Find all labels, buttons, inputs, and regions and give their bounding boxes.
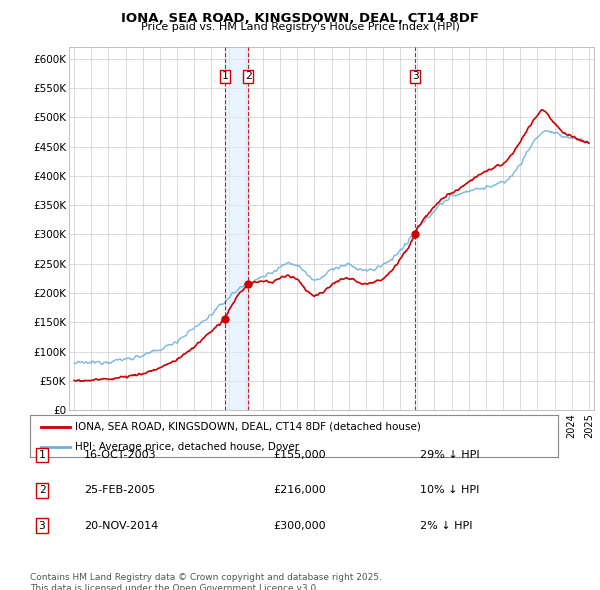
Text: 29% ↓ HPI: 29% ↓ HPI (420, 450, 479, 460)
Text: IONA, SEA ROAD, KINGSDOWN, DEAL, CT14 8DF: IONA, SEA ROAD, KINGSDOWN, DEAL, CT14 8D… (121, 12, 479, 25)
Text: 2: 2 (245, 71, 251, 81)
Text: IONA, SEA ROAD, KINGSDOWN, DEAL, CT14 8DF (detached house): IONA, SEA ROAD, KINGSDOWN, DEAL, CT14 8D… (75, 422, 421, 432)
Text: 3: 3 (412, 71, 419, 81)
Bar (225, 47, 248, 410)
Text: £300,000: £300,000 (274, 521, 326, 530)
Text: £155,000: £155,000 (274, 450, 326, 460)
Text: 20-NOV-2014: 20-NOV-2014 (84, 521, 158, 530)
Text: 2% ↓ HPI: 2% ↓ HPI (420, 521, 473, 530)
Text: 2: 2 (38, 486, 46, 495)
Text: Contains HM Land Registry data © Crown copyright and database right 2025.
This d: Contains HM Land Registry data © Crown c… (30, 573, 382, 590)
Text: 25-FEB-2005: 25-FEB-2005 (84, 486, 155, 495)
Text: Price paid vs. HM Land Registry's House Price Index (HPI): Price paid vs. HM Land Registry's House … (140, 22, 460, 32)
Text: 1: 1 (38, 450, 46, 460)
Text: 10% ↓ HPI: 10% ↓ HPI (420, 486, 479, 495)
Text: HPI: Average price, detached house, Dover: HPI: Average price, detached house, Dove… (75, 442, 299, 451)
Text: £216,000: £216,000 (274, 486, 326, 495)
Text: 1: 1 (221, 71, 229, 81)
Text: 3: 3 (38, 521, 46, 530)
Text: 16-OCT-2003: 16-OCT-2003 (84, 450, 157, 460)
